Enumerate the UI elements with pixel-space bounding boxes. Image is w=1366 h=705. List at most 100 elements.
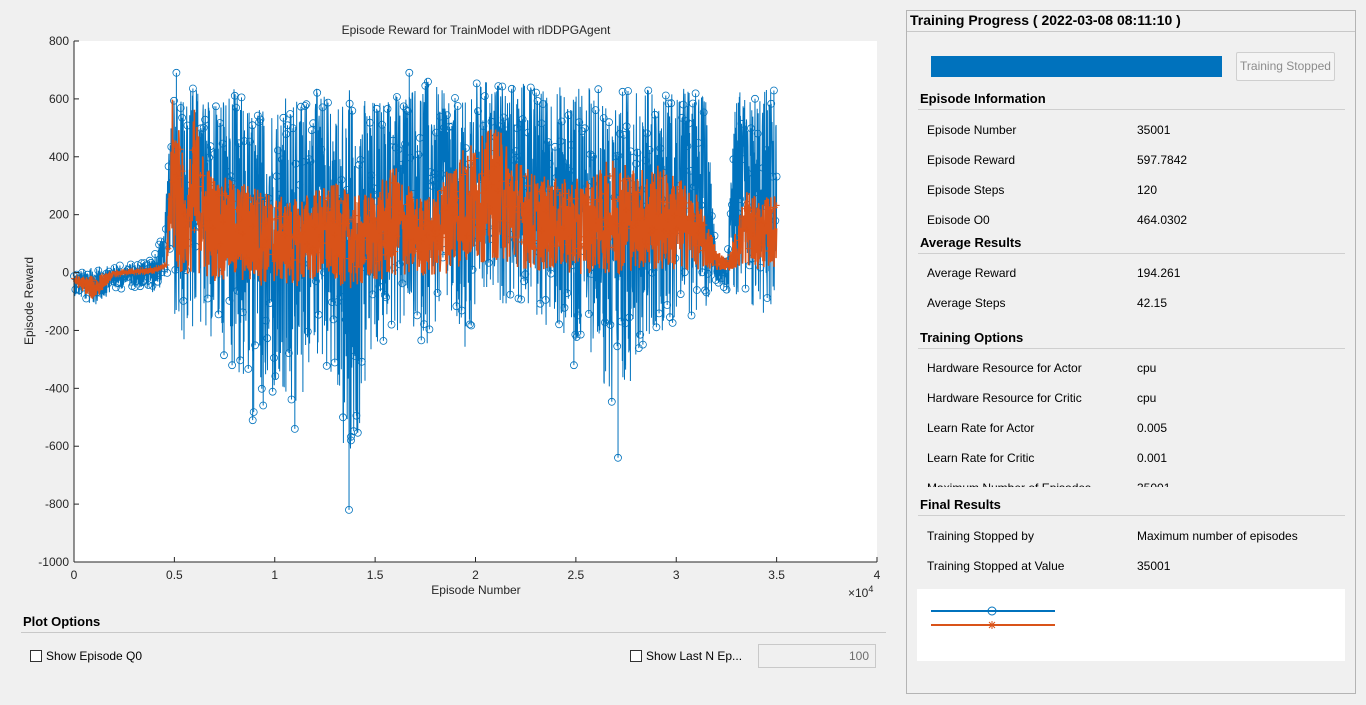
episode-information-header: Episode Information bbox=[920, 91, 1046, 106]
episode-information-scroll[interactable]: Episode Number 35001 Episode Reward 597.… bbox=[907, 112, 1355, 224]
checkbox-square[interactable] bbox=[30, 650, 42, 662]
episode-reward-marker bbox=[238, 308, 247, 317]
show-episode-q0-checkbox[interactable]: Show Episode Q0 bbox=[30, 649, 142, 663]
episode-reward-marker bbox=[256, 115, 265, 124]
episode-reward-marker bbox=[679, 100, 688, 109]
chart-legend bbox=[917, 589, 1345, 661]
training-progress-title: Training Progress ( 2022-03-08 08:11:10 … bbox=[910, 12, 1181, 28]
average-reward-marker bbox=[273, 215, 280, 222]
episode-reward-marker bbox=[392, 93, 401, 101]
average-reward-marker bbox=[360, 236, 367, 243]
show-last-n-checkbox[interactable]: Show Last N Ep... bbox=[630, 649, 742, 663]
episode-reward-marker bbox=[686, 166, 694, 175]
last-n-episodes-input[interactable]: 100 bbox=[758, 644, 876, 668]
average-reward-marker bbox=[699, 247, 706, 254]
episode-reward-marker bbox=[560, 303, 569, 312]
episode-reward-marker bbox=[320, 268, 328, 277]
average-reward-marker bbox=[99, 273, 106, 280]
episode-reward-marker bbox=[148, 281, 157, 290]
actor-learn-rate-value: 0.005 bbox=[1137, 421, 1168, 435]
episode-reward-marker bbox=[698, 268, 707, 277]
legend-average-reward-marker bbox=[988, 621, 996, 629]
average-reward-marker bbox=[446, 235, 453, 242]
average-reward-marker bbox=[263, 236, 270, 243]
average-reward-marker bbox=[476, 190, 483, 197]
average-reward-marker bbox=[219, 218, 226, 225]
episode-reward-marker bbox=[589, 152, 597, 161]
average-reward-marker bbox=[187, 192, 194, 199]
average-reward-marker bbox=[500, 217, 507, 224]
average-reward-marker bbox=[737, 232, 744, 239]
average-reward-marker bbox=[177, 146, 184, 153]
average-reward-marker bbox=[588, 196, 595, 203]
episode-reward-marker bbox=[682, 117, 690, 125]
episode-reward-marker bbox=[391, 143, 400, 152]
average-reward-marker bbox=[217, 241, 224, 248]
episode-reward-marker bbox=[734, 143, 743, 152]
episode-q0-key: Episode Q0 bbox=[927, 213, 990, 224]
average-reward-marker bbox=[570, 250, 577, 257]
episode-reward-marker bbox=[351, 352, 359, 360]
episode-reward-marker bbox=[137, 259, 146, 268]
average-reward-marker bbox=[639, 237, 646, 244]
episode-reward-marker bbox=[271, 372, 280, 381]
episode-reward-marker bbox=[353, 428, 362, 437]
average-reward-marker bbox=[502, 203, 509, 210]
episode-reward-marker bbox=[306, 157, 315, 166]
episode-reward-marker bbox=[205, 153, 214, 162]
average-reward-marker bbox=[480, 200, 487, 207]
average-reward-marker bbox=[269, 216, 276, 223]
episode-reward-marker bbox=[268, 387, 277, 396]
y-tick-label: 800 bbox=[49, 34, 69, 48]
average-reward-marker bbox=[333, 253, 340, 260]
average-reward-marker bbox=[175, 174, 182, 181]
average-reward-marker bbox=[739, 215, 746, 222]
episode-reward-marker bbox=[663, 301, 672, 309]
episode-reward-marker bbox=[183, 121, 192, 130]
training-stopped-button[interactable]: Training Stopped bbox=[1236, 52, 1335, 81]
average-reward-marker bbox=[319, 240, 326, 247]
episode-reward-marker bbox=[388, 136, 397, 145]
episode-reward-marker bbox=[516, 152, 524, 161]
average-reward-marker bbox=[578, 243, 585, 250]
episode-reward-marker bbox=[618, 87, 627, 96]
episode-reward-marker bbox=[437, 170, 446, 179]
average-reward-marker bbox=[514, 209, 521, 216]
average-reward-marker bbox=[378, 230, 385, 237]
average-reward-marker bbox=[647, 230, 654, 237]
y-axis-label: Episode Reward bbox=[22, 257, 36, 345]
average-reward-marker bbox=[602, 223, 609, 230]
average-reward-marker bbox=[191, 227, 198, 234]
average-reward-marker bbox=[297, 259, 304, 266]
episode-reward-marker bbox=[517, 295, 526, 304]
episode-reward-marker bbox=[112, 283, 120, 292]
episode-reward-marker bbox=[220, 351, 228, 360]
average-reward-marker bbox=[741, 205, 748, 212]
episode-reward-marker bbox=[556, 137, 565, 146]
episode-reward-marker bbox=[584, 309, 593, 318]
average-reward-marker bbox=[311, 223, 318, 230]
checkbox-square[interactable] bbox=[630, 650, 642, 662]
episode-reward-marker bbox=[574, 311, 582, 320]
plot-options-header: Plot Options bbox=[23, 614, 101, 629]
episode-reward-marker bbox=[521, 270, 530, 279]
episode-reward-marker bbox=[279, 113, 288, 122]
actor-hardware-key: Hardware Resource for Actor bbox=[927, 361, 1082, 375]
episode-reward-marker bbox=[625, 313, 634, 322]
average-reward-marker bbox=[454, 195, 461, 202]
average-reward-marker bbox=[444, 205, 451, 212]
section-divider bbox=[918, 253, 1345, 254]
average-reward-marker bbox=[331, 231, 338, 238]
average-reward-marker bbox=[167, 196, 174, 203]
episode-reward-marker bbox=[345, 99, 354, 108]
episode-reward-marker bbox=[564, 111, 573, 120]
episode-reward-marker bbox=[763, 294, 772, 302]
training-options-scroll[interactable]: Hardware Resource for Actor cpu Hardware… bbox=[907, 351, 1355, 487]
episode-reward-marker bbox=[495, 122, 504, 131]
x-exponent: ×104 bbox=[848, 584, 873, 600]
reward-chart: 0 0.5 1 1.5 2 2.5 3 3.5 4 800 600 400 200 0 -200 -400 -6… bbox=[22, 23, 881, 600]
episode-reward-marker bbox=[714, 278, 723, 287]
average-reward-marker bbox=[195, 183, 202, 190]
average-reward-marker bbox=[584, 199, 591, 206]
average-reward-marker bbox=[490, 164, 497, 171]
